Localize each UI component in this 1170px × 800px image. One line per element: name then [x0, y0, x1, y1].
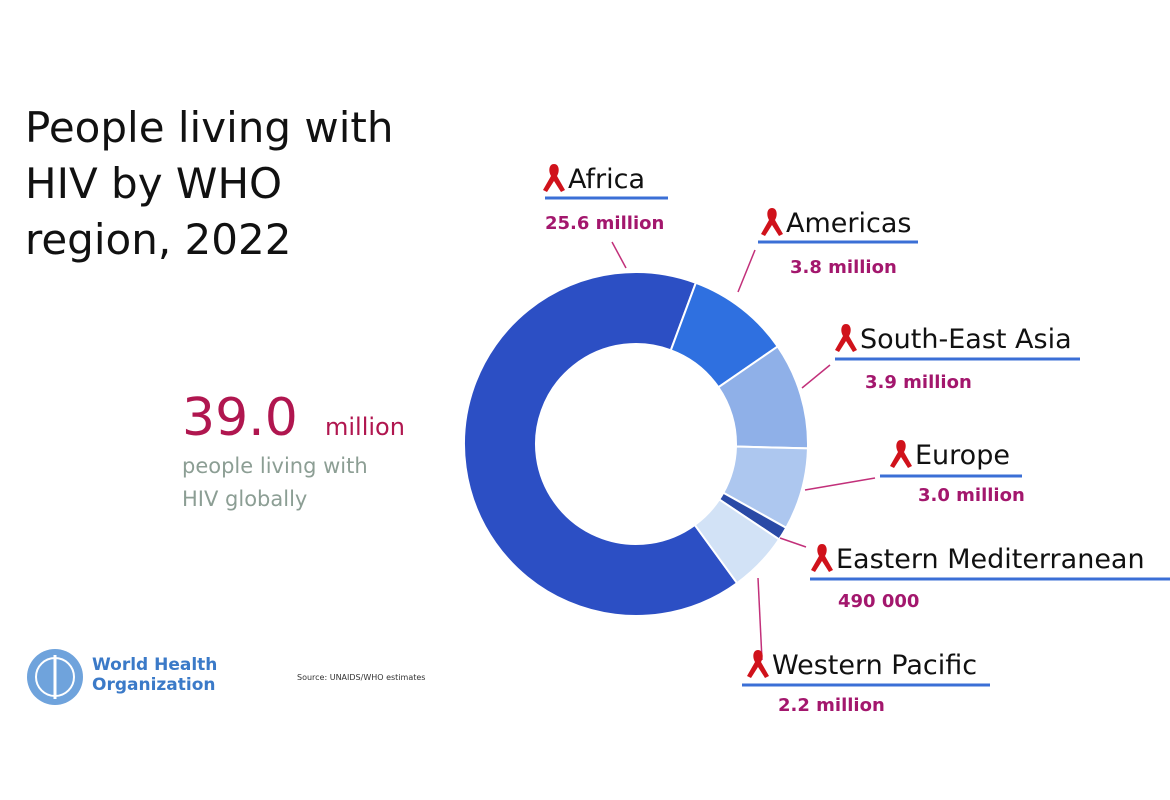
region-value: 3.9 million: [865, 372, 972, 393]
region-value: 3.8 million: [790, 257, 897, 278]
chart-title: People living with HIV by WHO region, 20…: [25, 103, 394, 264]
who-logo: [27, 649, 83, 705]
ribbon: [890, 440, 912, 468]
region-name: South-East Asia: [860, 324, 1072, 355]
leader-line: [737, 249, 756, 293]
region-value: 25.6 million: [545, 213, 664, 234]
region-name: Americas: [786, 208, 911, 239]
total-caption: people living with HIV globally: [182, 454, 368, 511]
region-value: 490 000: [838, 591, 919, 612]
ribbon: [761, 208, 783, 236]
region-value: 3.0 million: [918, 485, 1025, 506]
region-name: Western Pacific: [772, 650, 977, 681]
region-value: 2.2 million: [778, 695, 885, 716]
region-name: Eastern Mediterranean: [836, 544, 1145, 575]
leader-line: [779, 537, 807, 548]
region-name: Africa: [568, 164, 645, 195]
ribbon: [811, 544, 833, 572]
ribbon: [747, 650, 769, 678]
ribbon: [835, 324, 857, 352]
total-value: 39.0: [182, 388, 298, 448]
ribbon: [543, 164, 565, 192]
slice: [463, 271, 739, 617]
leader-line: [804, 477, 876, 491]
leader-line: [757, 577, 763, 661]
source: Source: UNAIDS/WHO estimates: [297, 673, 426, 682]
organization: World Health Organization: [92, 655, 218, 695]
slice: [693, 498, 781, 585]
total-unit: million: [325, 413, 405, 441]
leader-line: [611, 241, 627, 269]
region-name: Europe: [915, 440, 1010, 471]
leader-line: [801, 364, 831, 389]
